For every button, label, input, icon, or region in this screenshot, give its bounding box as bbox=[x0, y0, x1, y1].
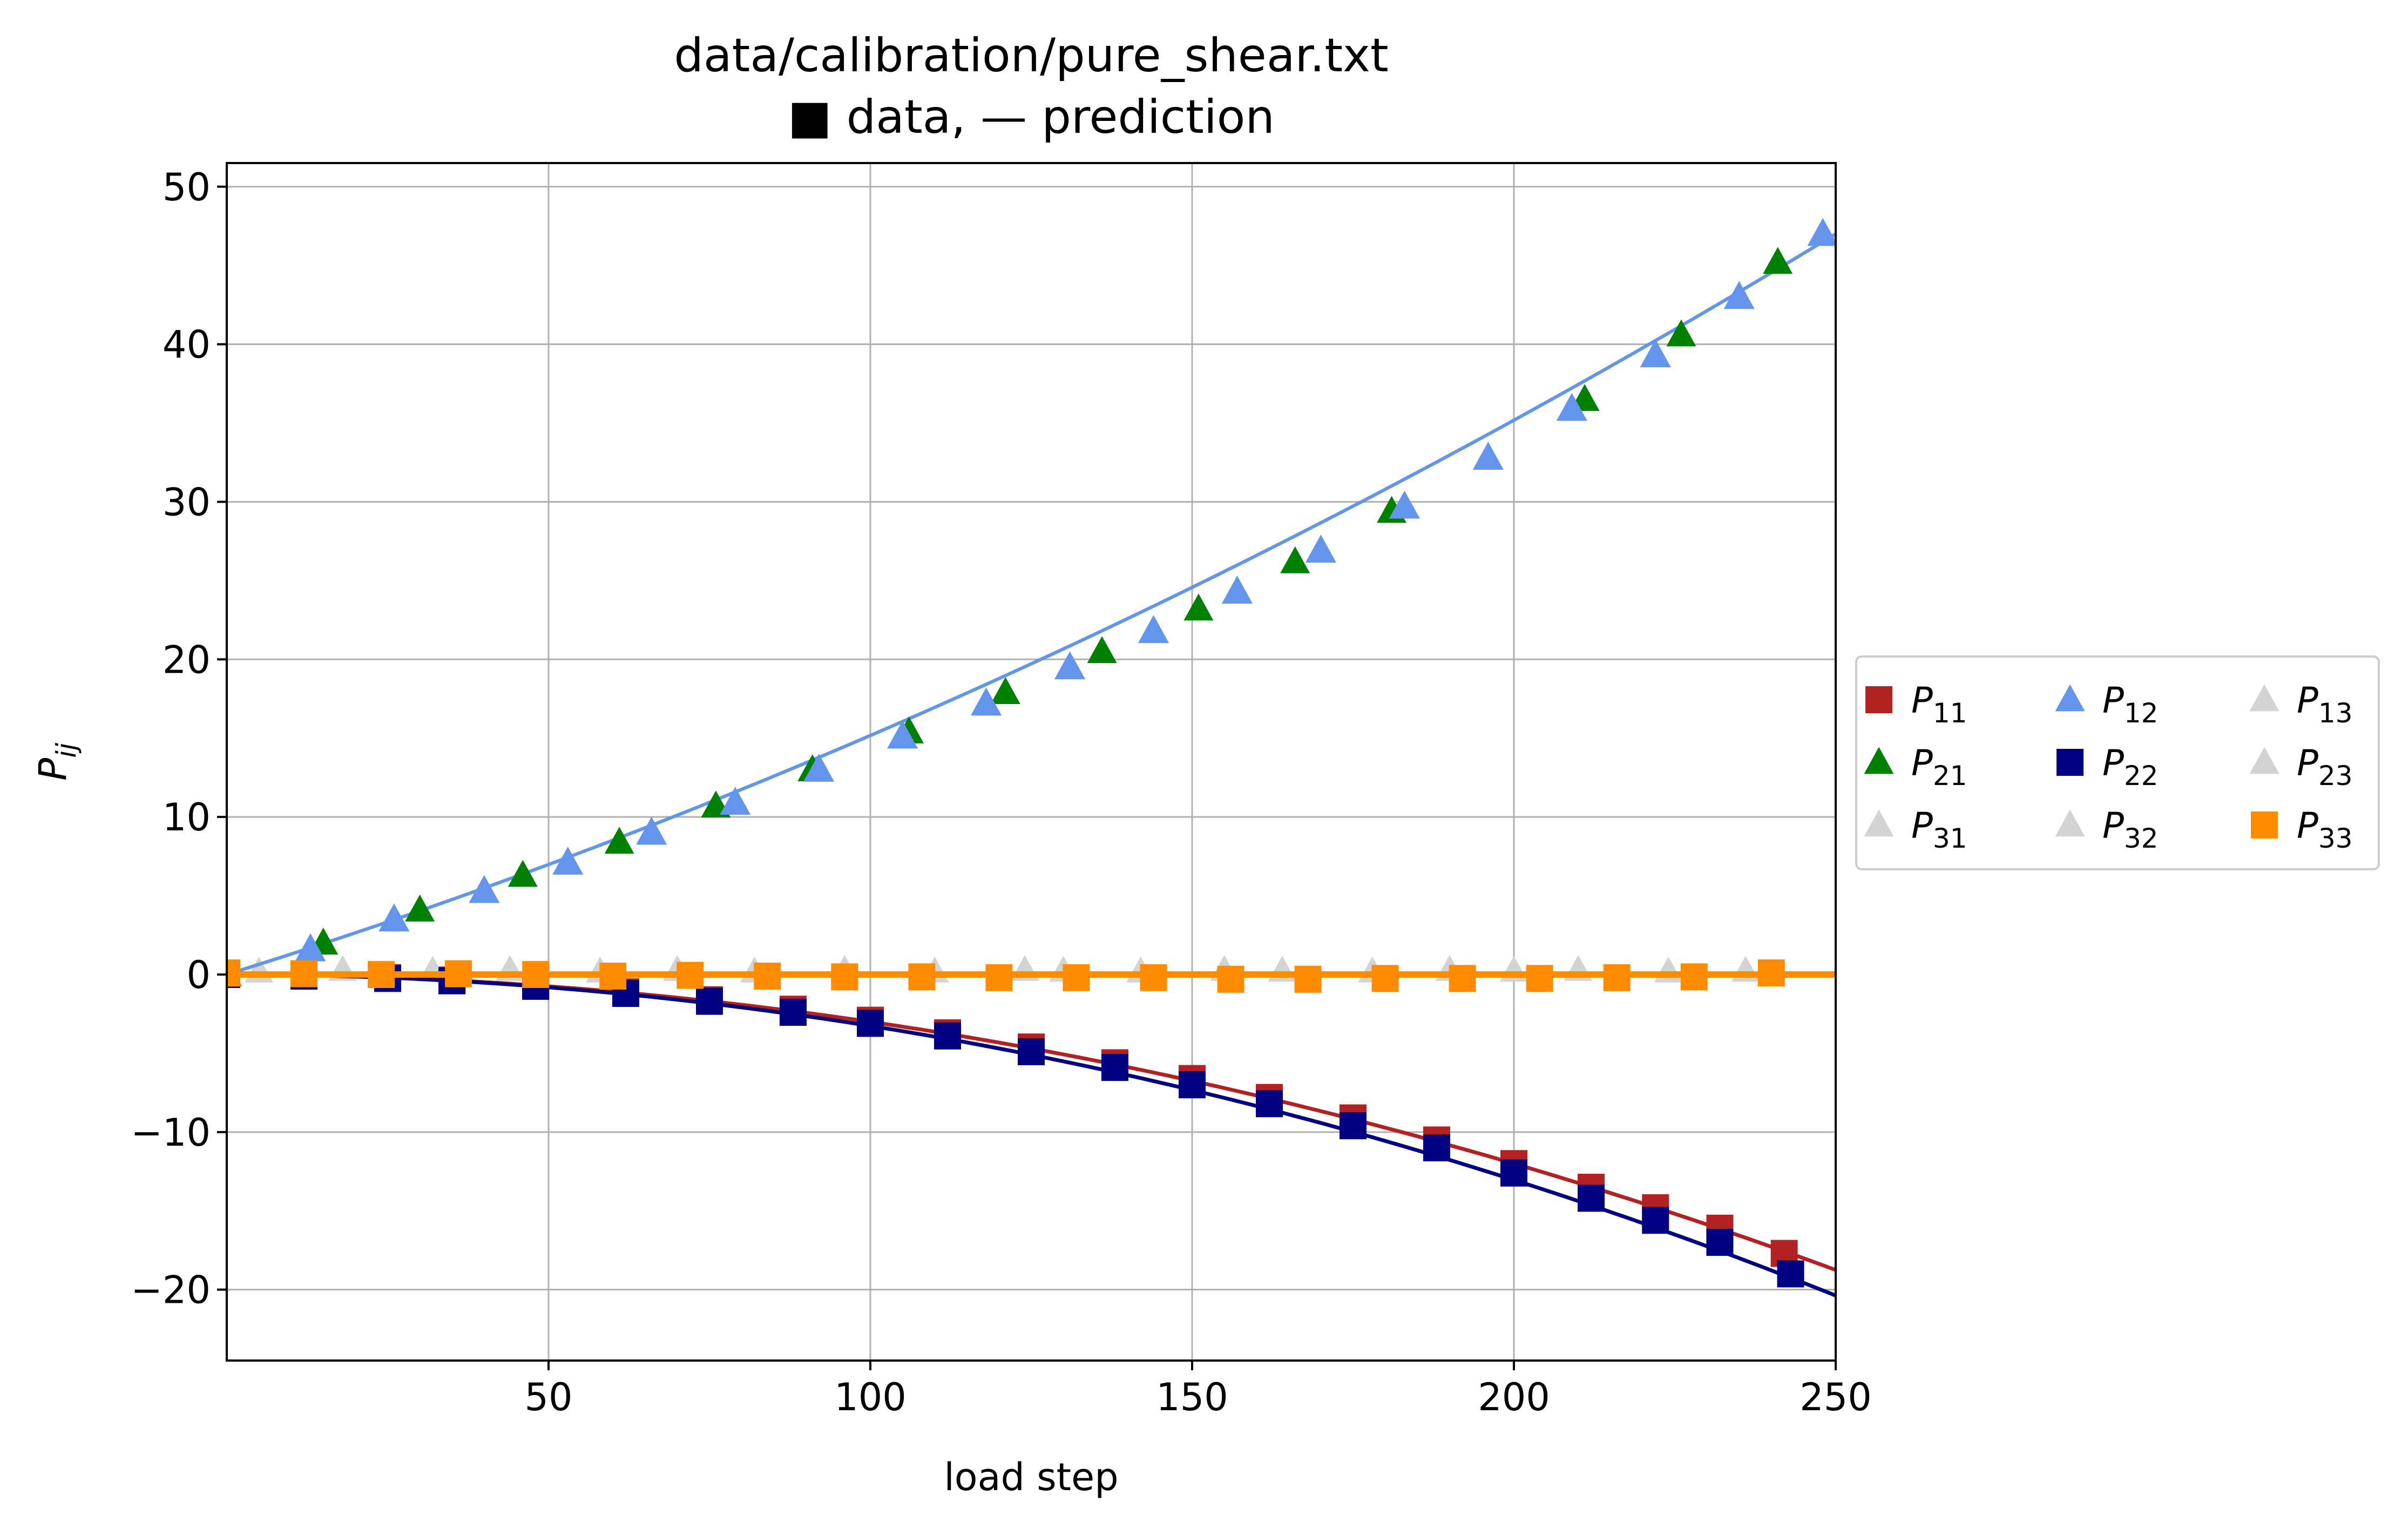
point-P22 bbox=[1018, 1038, 1045, 1065]
legend-label-P22: P22 bbox=[2102, 742, 2158, 791]
point-P12 bbox=[1221, 576, 1253, 604]
y-tick-label: 20 bbox=[163, 638, 211, 682]
point-P33 bbox=[1449, 965, 1476, 992]
legend-marker-P11 bbox=[1865, 686, 1892, 713]
point-P21 bbox=[1666, 319, 1696, 347]
x-tick-label: 50 bbox=[524, 1375, 572, 1419]
point-P22 bbox=[1706, 1229, 1734, 1256]
legend-label-P32: P32 bbox=[2102, 805, 2158, 854]
x-tick-label: 150 bbox=[1156, 1375, 1228, 1419]
point-P12 bbox=[1640, 339, 1671, 368]
x-tick-label: 100 bbox=[834, 1375, 907, 1419]
point-P12 bbox=[1723, 281, 1755, 309]
point-P12 bbox=[552, 847, 584, 875]
legend-label-P23: P23 bbox=[2297, 742, 2352, 791]
point-P22 bbox=[1500, 1159, 1527, 1187]
point-P12 bbox=[1556, 393, 1587, 421]
point-P22 bbox=[1101, 1054, 1128, 1081]
y-tick-label: 30 bbox=[163, 480, 211, 524]
legend-marker-P21 bbox=[1864, 747, 1894, 774]
point-P22 bbox=[779, 999, 807, 1026]
chart-subtitle: ■ data, — prediction bbox=[788, 90, 1275, 144]
point-P12 bbox=[803, 753, 835, 782]
legend-marker-P33 bbox=[2251, 811, 2278, 838]
point-P33 bbox=[1371, 965, 1399, 992]
point-P22 bbox=[1340, 1112, 1367, 1140]
axis-ticks: 50 100 150 200 250 −20 −10 0 10 20 30 40 50 bbox=[131, 165, 1872, 1419]
legend-label-P33: P33 bbox=[2297, 805, 2352, 854]
legend-label-P11: P11 bbox=[1911, 680, 1967, 729]
axes-frame bbox=[226, 162, 1837, 1362]
y-tick-label: 10 bbox=[163, 795, 211, 840]
y-axis-label-sub: ij bbox=[51, 743, 82, 758]
point-P12 bbox=[720, 787, 751, 815]
point-P22 bbox=[857, 1010, 884, 1037]
point-P12 bbox=[887, 720, 918, 749]
point-P22 bbox=[1777, 1260, 1804, 1288]
point-P21 bbox=[990, 677, 1020, 704]
point-P12 bbox=[970, 687, 1002, 716]
point-P12 bbox=[1305, 535, 1336, 563]
point-P21 bbox=[1763, 247, 1793, 274]
y-tick-label: 0 bbox=[186, 953, 211, 997]
point-P12 bbox=[469, 875, 500, 903]
point-P12 bbox=[1807, 218, 1836, 246]
legend-marker-P13 bbox=[2249, 684, 2280, 712]
y-axis-label: Pij bbox=[31, 743, 82, 781]
curve-P12 bbox=[227, 232, 1836, 976]
point-P21 bbox=[508, 860, 538, 887]
legend-box bbox=[1855, 655, 2380, 870]
legend-marker-P23 bbox=[2249, 747, 2280, 774]
y-axis-label-main: P bbox=[31, 757, 75, 781]
point-P21 bbox=[1183, 593, 1214, 621]
point-P33 bbox=[1294, 965, 1322, 993]
point-P22 bbox=[1578, 1185, 1605, 1212]
legend-marker-P32 bbox=[2055, 809, 2085, 837]
point-P21 bbox=[604, 827, 634, 854]
x-tick-label: 250 bbox=[1800, 1375, 1872, 1419]
chart-title: data/calibration/pure_shear.txt bbox=[674, 29, 1388, 83]
point-P22 bbox=[1179, 1071, 1206, 1099]
point-P22 bbox=[934, 1022, 962, 1050]
y-tick-label: −20 bbox=[131, 1268, 211, 1312]
legend-marker-P22 bbox=[2057, 749, 2084, 776]
grid bbox=[227, 163, 1836, 1361]
point-P21 bbox=[1087, 636, 1117, 664]
legend-label-P12: P12 bbox=[2102, 680, 2158, 729]
legend-label-P31: P31 bbox=[1911, 805, 1967, 854]
point-P12 bbox=[636, 816, 667, 845]
point-P12 bbox=[295, 933, 326, 962]
x-tick-label: 200 bbox=[1478, 1375, 1550, 1419]
legend: P11 P12 P13 P21 P22 P23 P31 P32 P33 bbox=[1855, 655, 2380, 870]
point-P12 bbox=[1389, 490, 1420, 519]
y-tick-label: 40 bbox=[163, 323, 211, 367]
x-axis-label: load step bbox=[944, 1455, 1118, 1499]
point-P33 bbox=[1526, 965, 1553, 992]
point-P12 bbox=[1138, 615, 1169, 644]
legend-marker-P31 bbox=[1864, 809, 1894, 837]
plot-area bbox=[227, 218, 1836, 1297]
point-P21 bbox=[405, 894, 435, 922]
plot-clip-group bbox=[227, 218, 1836, 1297]
y-tick-label: −10 bbox=[131, 1111, 211, 1155]
point-P12 bbox=[378, 903, 410, 932]
legend-label-P21: P21 bbox=[1911, 742, 1967, 791]
point-P22 bbox=[1423, 1134, 1450, 1162]
legend-label-P13: P13 bbox=[2297, 680, 2352, 729]
y-tick-label: 50 bbox=[163, 165, 211, 209]
point-P12 bbox=[1054, 651, 1086, 680]
point-P22 bbox=[696, 987, 723, 1015]
point-P22 bbox=[1256, 1090, 1283, 1118]
point-P33 bbox=[1217, 965, 1244, 993]
point-P22 bbox=[1642, 1207, 1669, 1234]
point-P21 bbox=[1280, 546, 1310, 573]
point-P12 bbox=[1472, 442, 1504, 470]
legend-marker-P12 bbox=[2055, 684, 2085, 712]
